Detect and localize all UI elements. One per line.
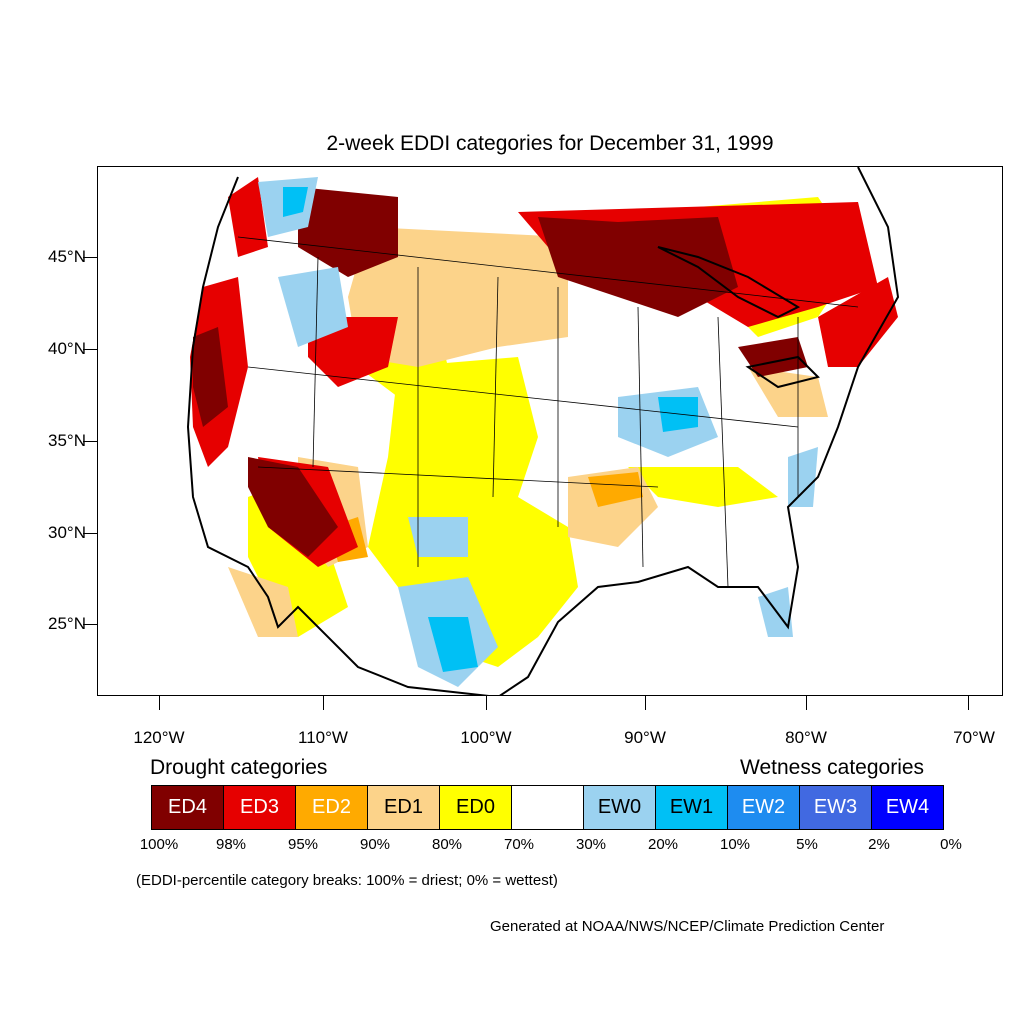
break-label: 10% <box>719 836 751 853</box>
map-title: 2-week EDDI categories for December 31, … <box>326 132 774 155</box>
break-label: 95% <box>287 836 319 853</box>
ew1-regions <box>283 187 698 672</box>
lat-label-25: 25°N <box>48 614 86 633</box>
break-label: 30% <box>575 836 607 853</box>
legend-box-ew4: EW4 <box>871 785 944 830</box>
break-label: 70% <box>503 836 535 853</box>
break-label: 20% <box>647 836 679 853</box>
lon-tick <box>486 696 487 710</box>
break-label: 100% <box>139 836 179 853</box>
ed4-regions <box>193 187 808 557</box>
break-label: 90% <box>359 836 391 853</box>
lat-label-45: 45°N <box>48 247 86 266</box>
legend-box-neutral <box>511 785 584 830</box>
legend-box-ed3: ED3 <box>223 785 296 830</box>
state-borders <box>237 236 859 588</box>
drought-categories-heading: Drought categories <box>150 756 328 779</box>
lat-tick <box>83 257 97 258</box>
credit-text: Generated at NOAA/NWS/NCEP/Climate Predi… <box>490 918 885 935</box>
lon-label-80: 80°W <box>785 728 827 747</box>
lon-label-110: 110°W <box>298 728 348 747</box>
lon-label-90: 90°W <box>624 728 666 747</box>
break-label: 5% <box>796 836 818 853</box>
wetness-categories-heading: Wetness categories <box>740 756 925 779</box>
legend-box-ew2: EW2 <box>727 785 800 830</box>
lon-tick <box>806 696 807 710</box>
lat-tick <box>83 533 97 534</box>
break-label: 98% <box>215 836 247 853</box>
category-legend: ED4 ED3 ED2 ED1 ED0 EW0 EW1 EW2 EW3 EW4 <box>151 785 944 830</box>
map-canvas <box>186 167 900 695</box>
break-label: 80% <box>431 836 463 853</box>
break-label: 0% <box>940 836 962 853</box>
lon-label-100: 100°W <box>460 728 512 747</box>
category-note: (EDDI-percentile category breaks: 100% =… <box>136 872 558 889</box>
lat-label-40: 40°N <box>48 339 86 358</box>
legend-box-ew3: EW3 <box>799 785 872 830</box>
legend-box-ed4: ED4 <box>151 785 224 830</box>
lat-tick <box>83 441 97 442</box>
lat-tick <box>83 624 97 625</box>
legend-box-ed1: ED1 <box>367 785 440 830</box>
lon-tick <box>968 696 969 710</box>
lon-tick <box>323 696 324 710</box>
lon-label-70: 70°W <box>953 728 995 747</box>
legend-box-ew0: EW0 <box>583 785 656 830</box>
lat-label-30: 30°N <box>48 523 86 542</box>
legend-box-ew1: EW1 <box>655 785 728 830</box>
lon-tick <box>159 696 160 710</box>
lat-tick <box>83 349 97 350</box>
legend-box-ed2: ED2 <box>295 785 368 830</box>
eddi-map <box>97 166 1003 696</box>
coastline <box>186 167 900 695</box>
lon-label-120: 120°W <box>133 728 185 747</box>
lat-label-35: 35°N <box>48 431 86 450</box>
break-label: 2% <box>868 836 890 853</box>
lon-tick <box>645 696 646 710</box>
legend-box-ed0: ED0 <box>439 785 512 830</box>
